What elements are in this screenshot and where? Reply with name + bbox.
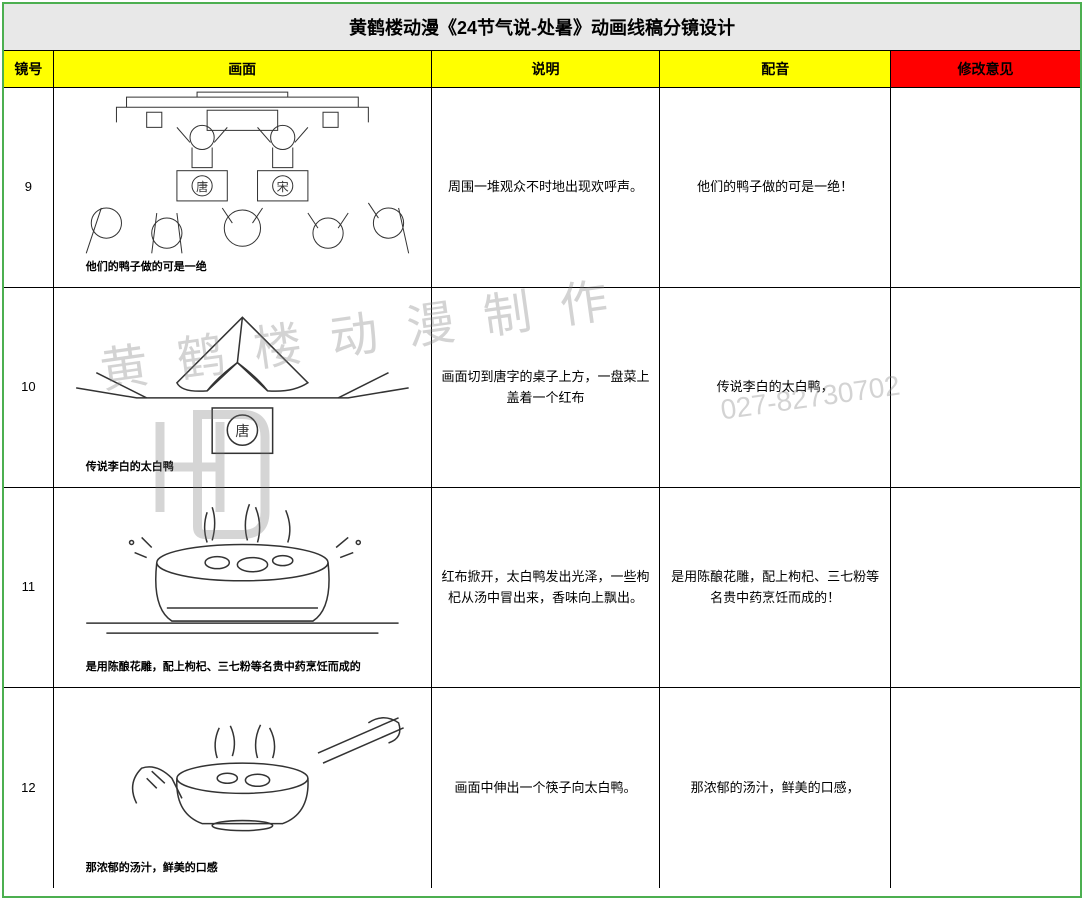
voiceover-cell: 是用陈酿花雕，配上枸杞、三七粉等名贵中药烹饪而成的！ <box>660 488 891 687</box>
sketch-cell: 那浓郁的汤汁，鲜美的口感 <box>54 688 432 888</box>
table-row: 12 <box>4 688 1080 888</box>
sketch-cell: 是用陈酿花雕，配上枸杞、三七粉等名贵中药烹饪而成的 <box>54 488 432 687</box>
header-shot-no: 镜号 <box>4 51 54 87</box>
sketch-caption: 那浓郁的汤汁，鲜美的口感 <box>56 856 429 886</box>
description-cell: 周围一堆观众不时地出现欢呼声。 <box>432 88 661 287</box>
header-feedback: 修改意见 <box>891 51 1080 87</box>
table-row: 10 唐 传 <box>4 288 1080 488</box>
shot-number: 10 <box>4 288 54 487</box>
pot-steam-sketch <box>56 490 429 655</box>
sketch-cell: 唐 宋 <box>54 88 432 287</box>
header-row: 镜号 画面 说明 配音 修改意见 <box>4 51 1080 88</box>
sketch-caption: 是用陈酿花雕，配上枸杞、三七粉等名贵中药烹饪而成的 <box>56 655 429 685</box>
sketch-crowd: 唐 宋 <box>56 90 429 255</box>
sketch-caption: 他们的鸭子做的可是一绝 <box>56 255 429 285</box>
svg-text:唐: 唐 <box>235 423 249 439</box>
svg-text:宋: 宋 <box>276 179 288 194</box>
sketch-bowl <box>56 690 429 856</box>
description-cell: 画面切到唐字的桌子上方，一盘菜上盖着一个红布 <box>432 288 661 487</box>
feedback-cell <box>891 288 1080 487</box>
shot-number: 11 <box>4 488 54 687</box>
table-row: 9 <box>4 88 1080 288</box>
description-cell: 画面中伸出一个筷子向太白鸭。 <box>432 688 661 888</box>
crowd-scene-sketch: 唐 宋 <box>56 90 429 255</box>
header-picture: 画面 <box>54 51 432 87</box>
bowl-chopsticks-sketch <box>56 690 429 856</box>
shot-number: 9 <box>4 88 54 287</box>
feedback-cell <box>891 688 1080 888</box>
header-description: 说明 <box>432 51 661 87</box>
table-row: 11 <box>4 488 1080 688</box>
sketch-caption: 传说李白的太白鸭 <box>56 455 429 485</box>
storyboard-table: 黄鹤楼动漫《24节气说-处暑》动画线稿分镜设计 镜号 画面 说明 配音 修改意见… <box>2 2 1082 898</box>
feedback-cell <box>891 488 1080 687</box>
sketch-cell: 唐 传说李白的太白鸭 <box>54 288 432 487</box>
description-cell: 红布掀开，太白鸭发出光泽，一些枸杞从汤中冒出来，香味向上飘出。 <box>432 488 661 687</box>
sketch-pot <box>56 490 429 655</box>
feedback-cell <box>891 88 1080 287</box>
voiceover-cell: 那浓郁的汤汁，鲜美的口感， <box>660 688 891 888</box>
covered-dish-sketch: 唐 <box>56 290 429 455</box>
shot-number: 12 <box>4 688 54 888</box>
header-voiceover: 配音 <box>660 51 891 87</box>
sketch-dish: 唐 <box>56 290 429 455</box>
voiceover-cell: 他们的鸭子做的可是一绝！ <box>660 88 891 287</box>
page-title: 黄鹤楼动漫《24节气说-处暑》动画线稿分镜设计 <box>4 4 1080 51</box>
voiceover-cell: 传说李白的太白鸭， <box>660 288 891 487</box>
svg-text:唐: 唐 <box>196 179 208 194</box>
